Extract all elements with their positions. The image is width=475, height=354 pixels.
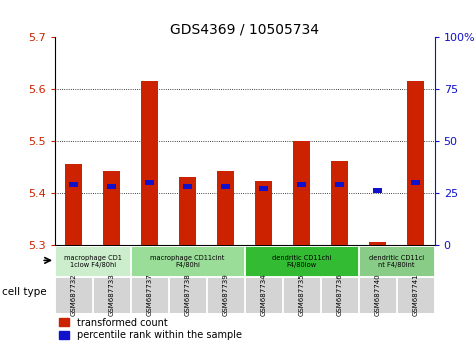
Text: dendritic CD11ci
nt F4/80int: dendritic CD11ci nt F4/80int (369, 255, 424, 268)
Bar (179, 177, 196, 245)
Text: GSM687735: GSM687735 (299, 274, 304, 316)
Text: dendritic CD11chi
F4/80low: dendritic CD11chi F4/80low (272, 255, 332, 268)
Bar (55, 278, 92, 313)
Bar (169, 278, 206, 313)
Bar (321, 278, 358, 313)
Bar (245, 278, 282, 313)
Bar (369, 242, 386, 245)
Bar (293, 141, 310, 245)
Bar (297, 182, 306, 187)
Bar (65, 164, 82, 245)
Bar (359, 278, 396, 313)
Bar (145, 180, 154, 185)
Bar (255, 182, 272, 245)
Bar (259, 186, 268, 191)
Bar (93, 278, 130, 313)
Bar (335, 182, 344, 187)
Title: GDS4369 / 10505734: GDS4369 / 10505734 (170, 22, 319, 36)
Bar (397, 278, 434, 313)
Bar (283, 278, 320, 313)
Text: GSM687740: GSM687740 (375, 274, 380, 316)
Bar (217, 171, 234, 245)
Bar (207, 278, 244, 313)
Bar (69, 182, 78, 187)
Bar (183, 184, 192, 189)
Text: GSM687739: GSM687739 (223, 274, 228, 316)
Bar (221, 184, 230, 189)
Bar (107, 184, 116, 189)
Text: GSM687733: GSM687733 (109, 274, 114, 316)
Bar (245, 246, 358, 276)
Bar (373, 188, 382, 193)
Bar (331, 161, 348, 245)
Text: GSM687736: GSM687736 (337, 274, 342, 316)
Text: GSM687738: GSM687738 (185, 274, 190, 316)
Bar (131, 278, 168, 313)
Bar (359, 246, 434, 276)
Bar (411, 180, 420, 185)
Text: GSM687741: GSM687741 (413, 274, 418, 316)
Bar (141, 81, 158, 245)
Text: macrophage CD1
1clow F4/80hi: macrophage CD1 1clow F4/80hi (64, 255, 122, 268)
Text: cell type: cell type (2, 287, 47, 297)
Text: GSM687737: GSM687737 (147, 274, 152, 316)
Text: GSM687734: GSM687734 (261, 274, 266, 316)
Text: macrophage CD11cint
F4/80hi: macrophage CD11cint F4/80hi (151, 255, 225, 268)
Bar (103, 171, 120, 245)
Bar (131, 246, 244, 276)
Bar (55, 246, 130, 276)
Text: GSM687732: GSM687732 (71, 274, 76, 316)
Legend: transformed count, percentile rank within the sample: transformed count, percentile rank withi… (59, 318, 242, 341)
Bar (407, 81, 424, 245)
